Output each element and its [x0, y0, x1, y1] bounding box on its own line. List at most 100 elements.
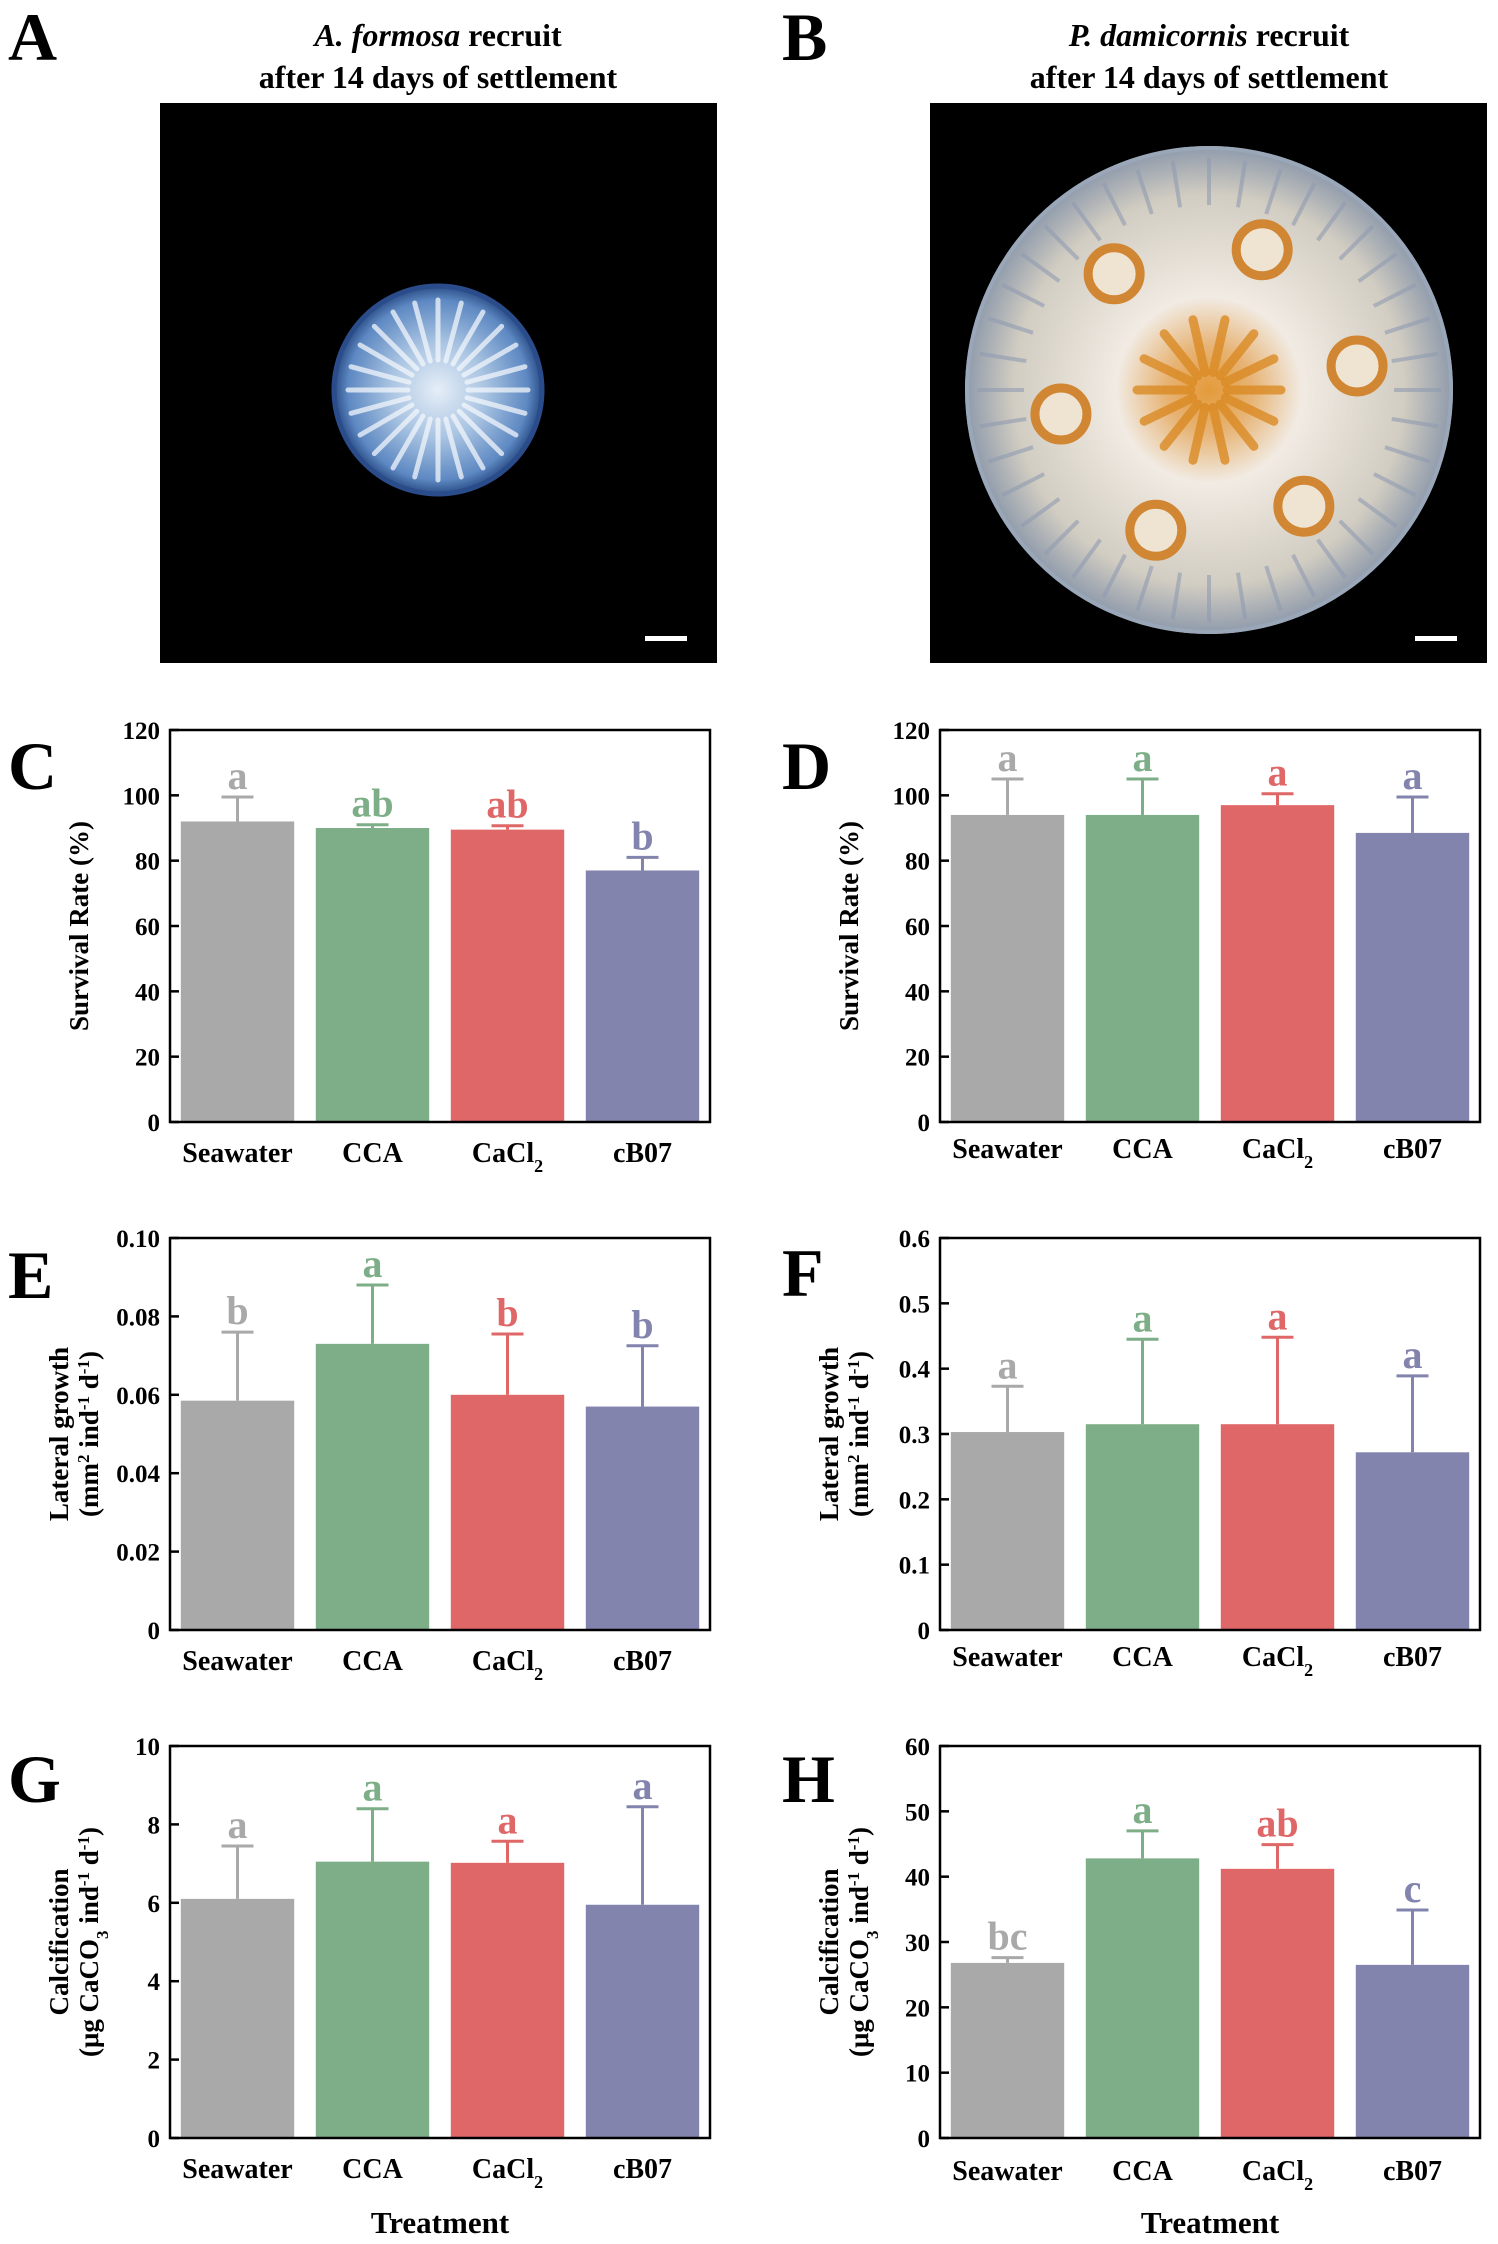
photo-b-septum: [1043, 519, 1080, 556]
y-axis-label-units: (μg CaCO3 ind-1 d-1): [74, 1827, 112, 2057]
bar-cb07: [1355, 832, 1470, 1122]
y-tick-label: 80: [905, 849, 930, 876]
y-tick-label: 0.06: [116, 1383, 160, 1410]
photo-b-polyp: [1083, 243, 1145, 305]
bar-cb07: [1355, 1452, 1470, 1630]
photo-a-septum: [348, 364, 412, 385]
y-tick-label: 0: [918, 1110, 931, 1137]
significance-letter: b: [496, 1290, 518, 1335]
significance-letter: ab: [1256, 1801, 1298, 1846]
y-tick-label: 0.08: [116, 1304, 160, 1331]
y-tick-label: 8: [148, 1812, 161, 1839]
panel-letter: D: [782, 728, 831, 804]
photo-b-polyp: [1273, 475, 1335, 537]
y-tick-label: 0.5: [899, 1291, 930, 1318]
y-tick-label: 120: [123, 718, 161, 745]
photo-b-recruit: [965, 146, 1453, 634]
bar-cb07: [585, 1904, 700, 2138]
x-tick-label: CCA: [342, 2154, 403, 2185]
y-tick-label: 20: [905, 1045, 930, 1072]
x-tick-label: Seawater: [182, 1138, 292, 1169]
x-tick-label: CaCl2: [472, 1138, 543, 1176]
photo-b-septum: [1372, 282, 1417, 308]
y-axis-label: Survival Rate (%): [64, 821, 94, 1031]
photo-b-polyp: [1125, 499, 1187, 561]
photo-b-septum: [987, 445, 1034, 464]
photo-b-septum: [1316, 201, 1347, 242]
photo-b-septum: [1101, 553, 1127, 598]
y-tick-label: 10: [135, 1734, 160, 1761]
bar-cb07: [585, 870, 700, 1122]
x-tick-label: Seawater: [182, 2154, 292, 2185]
bar-cb07: [585, 1406, 700, 1630]
photo-b-center-septum: [1208, 315, 1230, 377]
bar-cca: [315, 1861, 430, 2138]
photo-a-septum: [371, 408, 420, 457]
photo-a-septum: [461, 342, 519, 378]
panel-letter: G: [8, 1741, 61, 1817]
photo-a-septum: [456, 408, 505, 457]
bar-seawater: [180, 1400, 295, 1630]
photo-b-center-septum: [1188, 403, 1210, 465]
photo-a-septum: [412, 300, 433, 364]
y-axis-label: Survival Rate (%): [834, 821, 864, 1031]
photo-b-septum: [1001, 472, 1046, 498]
y-tick-label: 40: [905, 979, 930, 1006]
bar-cca: [315, 828, 430, 1122]
x-tick-label: cB07: [1383, 2156, 1442, 2187]
x-tick-label: CCA: [1112, 2156, 1173, 2187]
photo-b-center-septum: [1159, 329, 1203, 381]
y-tick-label: 4: [148, 1969, 161, 1996]
significance-letter: a: [498, 1797, 518, 1842]
y-tick-label: 60: [905, 1734, 930, 1761]
photo-b-septum: [1020, 497, 1061, 528]
photo-a-septum: [443, 300, 464, 364]
significance-letter: a: [1403, 753, 1423, 798]
bar-cacl2: [450, 829, 565, 1122]
photo-b-septum: [1071, 201, 1102, 242]
plot-frame: [168, 1236, 712, 1632]
bar-cca: [1085, 1424, 1200, 1630]
significance-letter: ab: [486, 782, 528, 827]
y-tick-label: 0: [148, 1110, 161, 1137]
y-tick-label: 2: [148, 2048, 161, 2075]
photo-panel-a: A A. formosa recruit after 14 days of se…: [8, 0, 717, 663]
significance-letter: a: [228, 1802, 248, 1847]
bar-seawater: [180, 1898, 295, 2138]
bar-seawater: [950, 1962, 1065, 2138]
significance-letter: c: [1404, 1866, 1422, 1911]
photo-b-species: P. damicornis: [1068, 17, 1248, 53]
x-tick-label: Seawater: [952, 1642, 1062, 1673]
significance-letter: a: [1133, 1787, 1153, 1832]
bar-seawater: [180, 821, 295, 1122]
photo-b-septum: [1264, 565, 1283, 612]
photo-a-septum: [348, 395, 412, 416]
photo-b-septum: [1135, 565, 1154, 612]
photo-b-septum: [1101, 182, 1127, 227]
x-tick-label: Seawater: [952, 1134, 1062, 1165]
photo-a-septum: [450, 413, 486, 471]
significance-letter: a: [1133, 735, 1153, 780]
photo-panel-b: B P. damicornis recruit after 14 days of…: [782, 0, 1487, 663]
photo-b-polyp: [1030, 383, 1092, 445]
photo-b-septum: [1391, 351, 1439, 364]
photo-b-septum: [1001, 282, 1046, 308]
photo-a-septum: [412, 416, 433, 480]
significance-letter: b: [631, 1302, 653, 1347]
y-tick-label: 0: [148, 2126, 161, 2153]
photo-b-polyps: [1030, 219, 1388, 561]
significance-letter: a: [633, 1763, 653, 1808]
photo-b-center-septum: [1208, 403, 1230, 465]
photo-b-septum: [1384, 316, 1431, 335]
significance-letter: b: [226, 1288, 248, 1333]
photo-b-septum: [1338, 224, 1375, 261]
x-tick-label: cB07: [613, 1646, 672, 1677]
x-tick-label: CCA: [342, 1646, 403, 1677]
panel-letter: E: [8, 1237, 53, 1313]
photo-a-recruit: [331, 283, 545, 497]
y-axis-label-units: (mm2 ind-1 d-1): [74, 1351, 105, 1517]
x-tick-label: CCA: [342, 1138, 403, 1169]
y-tick-label: 80: [135, 849, 160, 876]
